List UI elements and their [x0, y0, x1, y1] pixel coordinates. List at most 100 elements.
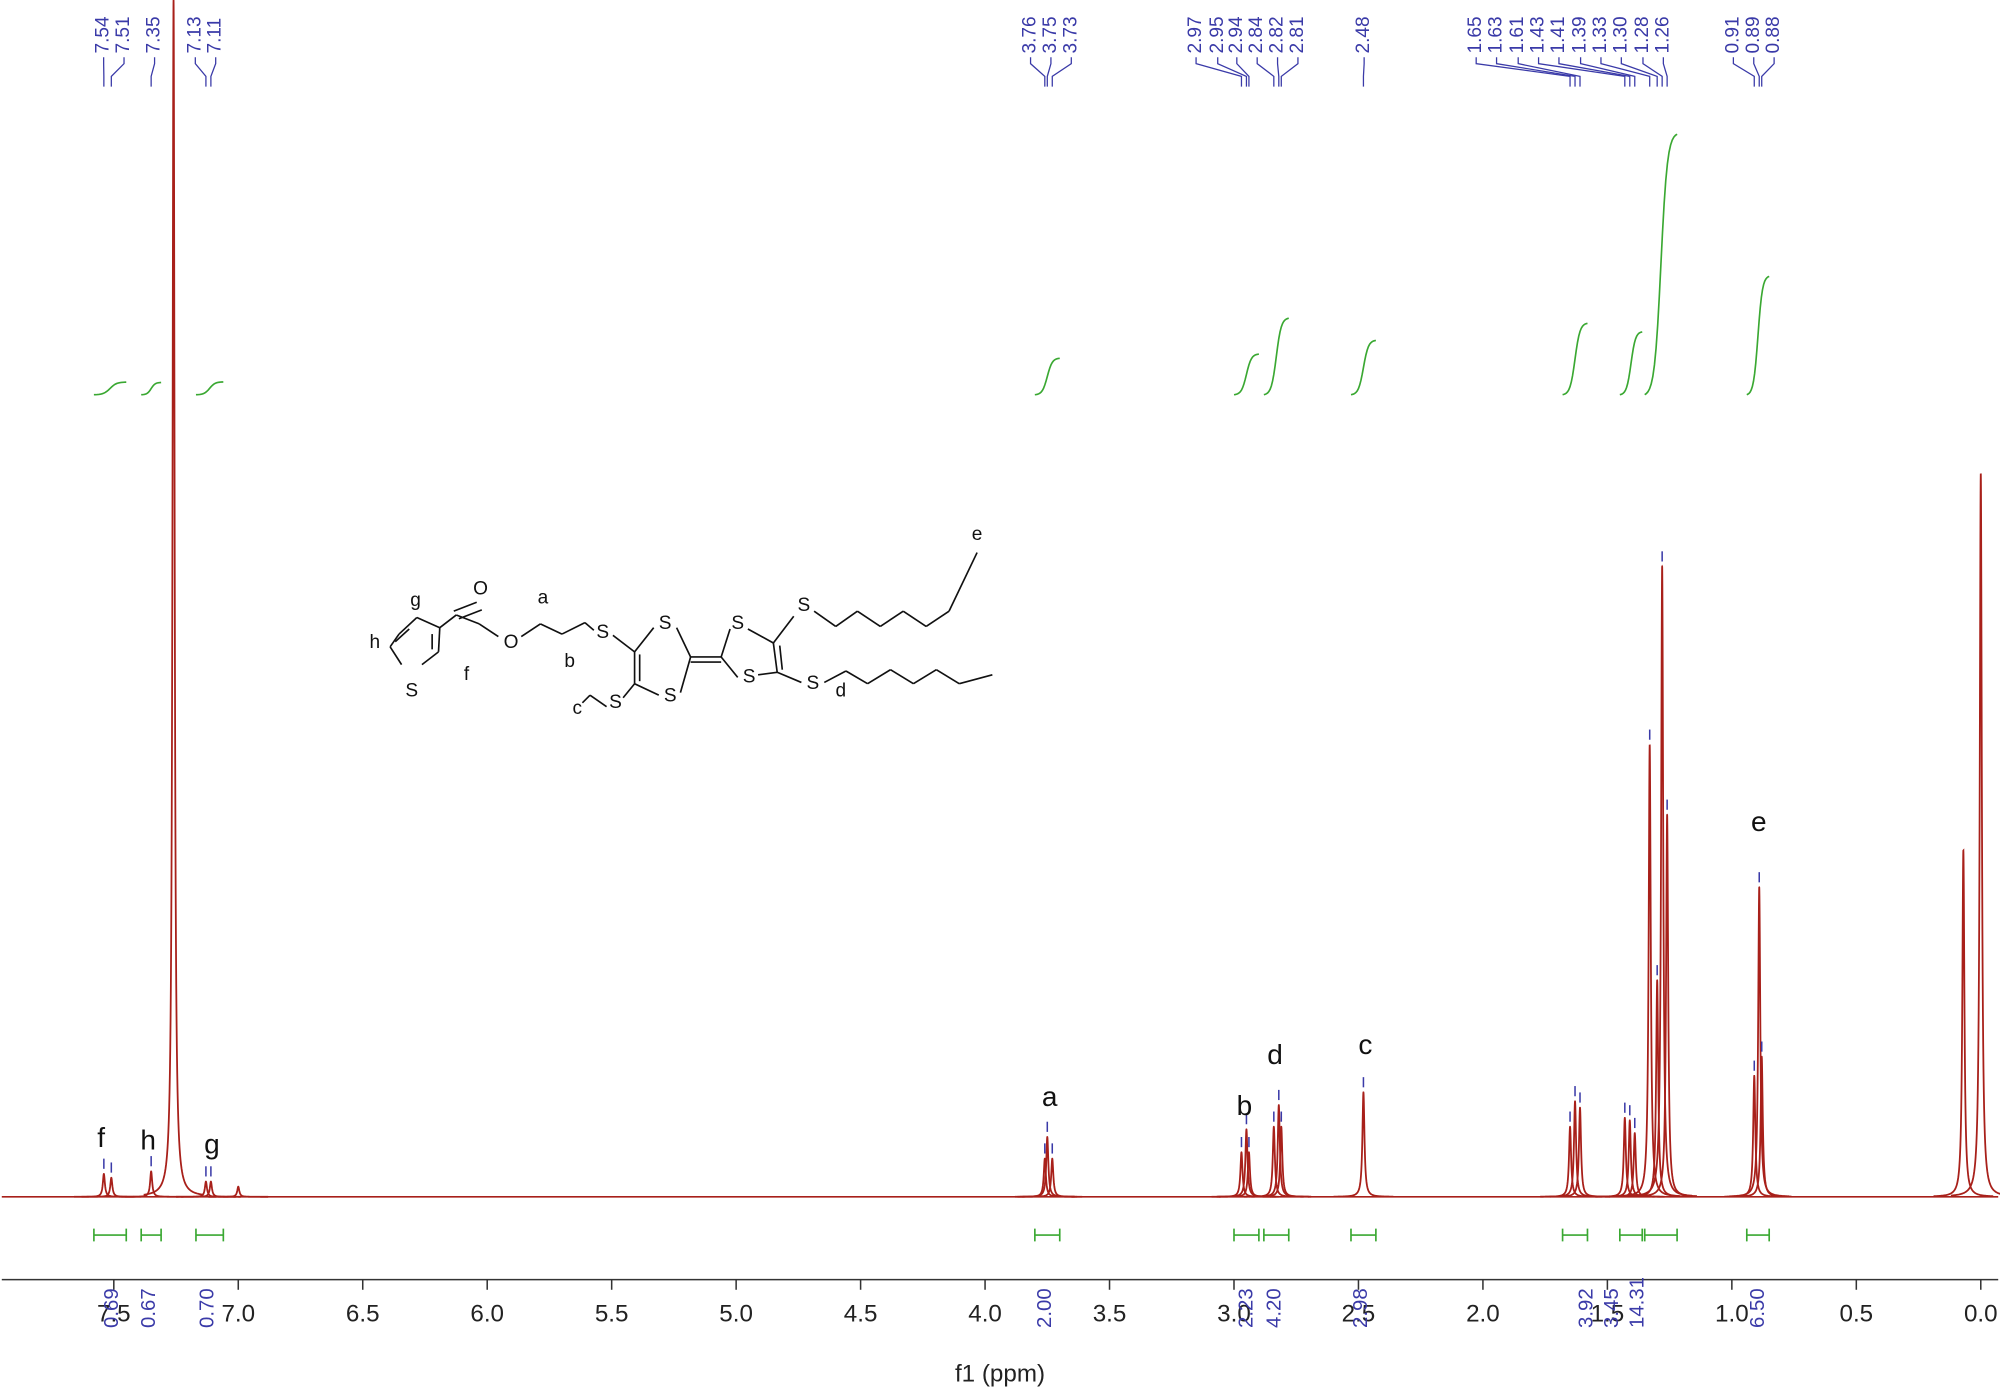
peak-label: 3.75 [1040, 16, 1061, 53]
assignment-label: h [140, 1124, 156, 1155]
peak-connector [1256, 57, 1275, 87]
peak-connector [1761, 57, 1775, 87]
bond [584, 621, 595, 631]
bond [634, 682, 660, 696]
integral-label: 2.00 [1034, 1288, 1056, 1328]
peak-connector [1600, 57, 1651, 87]
peak-label: 2.94 [1226, 16, 1247, 54]
peak-connector [1579, 57, 1636, 87]
peak-label: 2.81 [1287, 16, 1308, 53]
integral-curve [141, 381, 162, 396]
x-tick-label: 6.0 [470, 1301, 504, 1328]
peak [1251, 1125, 1312, 1198]
x-tick-label: 6.5 [346, 1301, 380, 1328]
peak-connector [1217, 57, 1248, 87]
atom-label: f [464, 664, 470, 685]
peak-connector [1195, 57, 1243, 87]
atom-label: S [743, 666, 756, 687]
peak-label: 1.39 [1570, 16, 1591, 53]
bond [772, 615, 795, 644]
x-tick-label: 2.0 [1466, 1301, 1500, 1328]
peak-connector [110, 57, 125, 87]
integral-curve [1644, 133, 1678, 396]
peak-connector [1537, 57, 1626, 87]
bond [456, 614, 480, 625]
bond [561, 621, 586, 635]
atom-label: b [564, 651, 575, 672]
assignment-label: b [1237, 1090, 1253, 1121]
peak [1933, 848, 1994, 1198]
bond [398, 616, 418, 635]
assignment-label: f [97, 1122, 105, 1153]
atom-label: g [410, 590, 421, 611]
bond [478, 623, 499, 638]
integral-range [195, 1228, 225, 1242]
integral-range [1619, 1228, 1644, 1242]
bond [622, 683, 636, 699]
integral-range [1034, 1228, 1061, 1242]
peak [143, 0, 204, 1196]
peak-label: 1.30 [1610, 16, 1631, 53]
peak-connector [1046, 57, 1052, 87]
peak-connector [1495, 57, 1576, 87]
integral-range [1745, 1228, 1771, 1242]
x-tick-label: 3.5 [1093, 1301, 1127, 1328]
atom-label: e [972, 524, 983, 545]
peak-label: 1.28 [1632, 16, 1653, 53]
integral-range [1643, 1228, 1678, 1242]
integral-label: 4.20 [1263, 1288, 1285, 1328]
peak-connector [1732, 57, 1755, 87]
integral-curve [93, 381, 127, 396]
bond [458, 609, 483, 620]
peak [208, 1185, 269, 1198]
atom-label: S [731, 613, 744, 634]
peak-label: 0.91 [1722, 16, 1743, 53]
peak-connector [1236, 57, 1250, 87]
bond [540, 623, 563, 635]
integral-range [1233, 1228, 1260, 1242]
peak-label: 1.61 [1507, 16, 1528, 53]
bond [439, 614, 457, 629]
peak-label: 1.63 [1486, 16, 1507, 53]
x-tick-label: 2.5 [1342, 1301, 1376, 1328]
bond [867, 669, 891, 685]
peak-connector [1475, 57, 1571, 87]
atom-label: O [473, 579, 488, 600]
bond [902, 610, 927, 628]
integral-curve [1263, 317, 1289, 396]
atom-label: S [609, 692, 622, 713]
bond [747, 628, 774, 644]
peak-connector [1558, 57, 1631, 87]
peak-connector [1276, 57, 1280, 87]
atom-label: S [806, 673, 819, 694]
peak [1637, 813, 1698, 1198]
bond [581, 694, 591, 704]
integral-label: 0.69 [101, 1288, 123, 1328]
atom-label: a [538, 587, 549, 608]
integral-label: 6.50 [1747, 1288, 1769, 1328]
integral-range [1263, 1228, 1290, 1242]
peak [1243, 1125, 1304, 1198]
peak [1211, 1151, 1272, 1198]
integral-curve [1562, 322, 1588, 396]
peak-connector [1642, 57, 1663, 87]
bond [772, 642, 779, 673]
peak-label: 2.82 [1267, 16, 1288, 53]
x-tick-label: 4.5 [844, 1301, 878, 1328]
peak-label: 1.65 [1465, 16, 1486, 53]
atom-label: S [405, 680, 418, 701]
bond [675, 627, 692, 658]
peak-connector [150, 57, 156, 87]
atom-label: d [836, 680, 847, 701]
x-tick-label: 0.5 [1840, 1301, 1874, 1328]
bond [612, 634, 636, 653]
bond [948, 552, 978, 612]
peak-connector [1753, 57, 1760, 87]
peak-connector [1362, 57, 1365, 87]
assignment-label: c [1358, 1029, 1372, 1060]
bond [633, 627, 655, 653]
bond [394, 628, 410, 643]
atom-label: S [798, 595, 811, 616]
